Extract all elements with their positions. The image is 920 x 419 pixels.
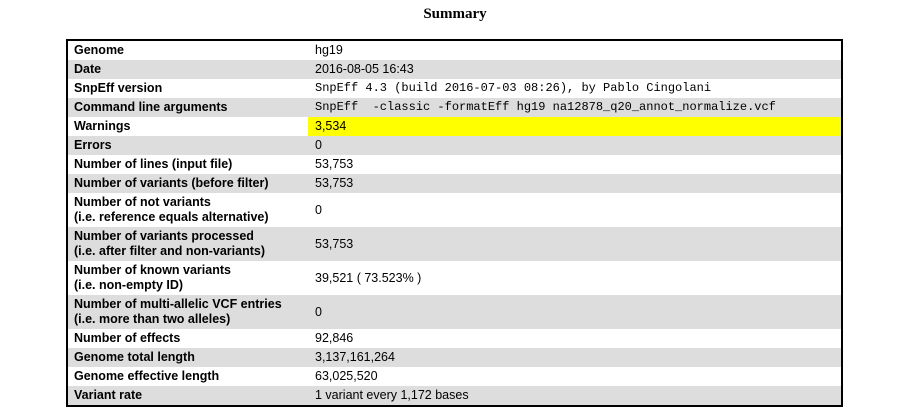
row-label-line2: (i.e. reference equals alternative) [74,210,269,224]
row-label: Warnings [74,119,131,133]
row-value: 3,137,161,264 [308,348,842,367]
table-row-errors: Errors 0 [67,136,842,155]
row-value: 0 [308,295,842,329]
row-label: Number of variants (before filter) [67,174,308,193]
row-value: 39,521 ( 73.523% ) [315,270,422,285]
table-row-warnings: Warnings 3,534 [67,117,842,136]
row-label-line1: Number of variants processed [74,229,254,243]
row-label: Genome effective length [74,369,220,383]
row-value: SnpEff 4.3 (build 2016-07-03 08:26), by … [315,81,712,95]
row-label: Number of effects [74,331,181,345]
table-row-genome-effective-length: Genome effective length 63,025,520 [67,367,842,386]
summary-table: Genome hg19 Date 2016-08-05 16:43 SnpEff… [66,39,843,407]
row-value: hg19 [315,43,343,57]
table-row-effects: Number of effects 92,846 [67,329,842,348]
table-row-date: Date 2016-08-05 16:43 [67,60,842,79]
table-row-genome-total-length: Genome total length 3,137,161,264 [67,348,842,367]
row-label: Number of multi-allelic VCF entries (i.e.… [67,295,308,329]
row-label-line1: Number of known variants [74,263,231,277]
row-label-line2: (i.e. non-empty ID) [74,278,184,292]
row-label-line1: Number of multi-allelic VCF entries [74,297,282,311]
row-label: Date [67,60,308,79]
row-label: Genome [74,43,125,57]
row-value: 0 [315,202,322,217]
row-value: 92,846 [315,331,354,345]
table-row-not-variants: Number of not variants (i.e. reference eq… [67,193,842,227]
table-row-variants-processed: Number of variants processed (i.e. after … [67,227,842,261]
row-label: SnpEff version [74,81,163,95]
row-label-line2: (i.e. after filter and non-variants) [74,244,266,258]
table-row-lines: Number of lines (input file) 53,753 [67,155,842,174]
row-label: Number of variants processed (i.e. after … [67,227,308,261]
row-label-line2: (i.e. more than two alleles) [74,312,231,326]
table-row-multi-allelic: Number of multi-allelic VCF entries (i.e.… [67,295,842,329]
row-value: SnpEff -classic -formatEff hg19 na12878_… [308,98,842,117]
row-value: 63,025,520 [315,369,378,383]
table-row-variants-before-filter: Number of variants (before filter) 53,75… [67,174,842,193]
row-value: 2016-08-05 16:43 [308,60,842,79]
table-row-known-variants: Number of known variants (i.e. non-empty … [67,261,842,295]
row-value: 53,753 [315,157,354,171]
row-label-line1: Number of not variants [74,195,211,209]
summary-title: Summary [423,6,487,22]
row-value: 53,753 [308,227,842,261]
row-value: 1 variant every 1,172 bases [308,386,842,406]
row-label: Errors [67,136,308,155]
row-value: 0 [308,136,842,155]
row-label: Number of not variants (i.e. reference eq… [67,193,308,227]
row-label: Number of lines (input file) [74,157,233,171]
row-label: Number of known variants (i.e. non-empty … [67,261,308,295]
row-value: 53,753 [308,174,842,193]
table-row-genome: Genome hg19 [67,40,842,60]
table-row-variant-rate: Variant rate 1 variant every 1,172 bases [67,386,842,406]
table-row-command-line: Command line arguments SnpEff -classic -… [67,98,842,117]
row-label: Command line arguments [67,98,308,117]
row-label: Genome total length [67,348,308,367]
table-row-snpeff-version: SnpEff version SnpEff 4.3 (build 2016-07… [67,79,842,98]
row-label: Variant rate [67,386,308,406]
warnings-value-highlight: 3,534 [308,117,842,136]
